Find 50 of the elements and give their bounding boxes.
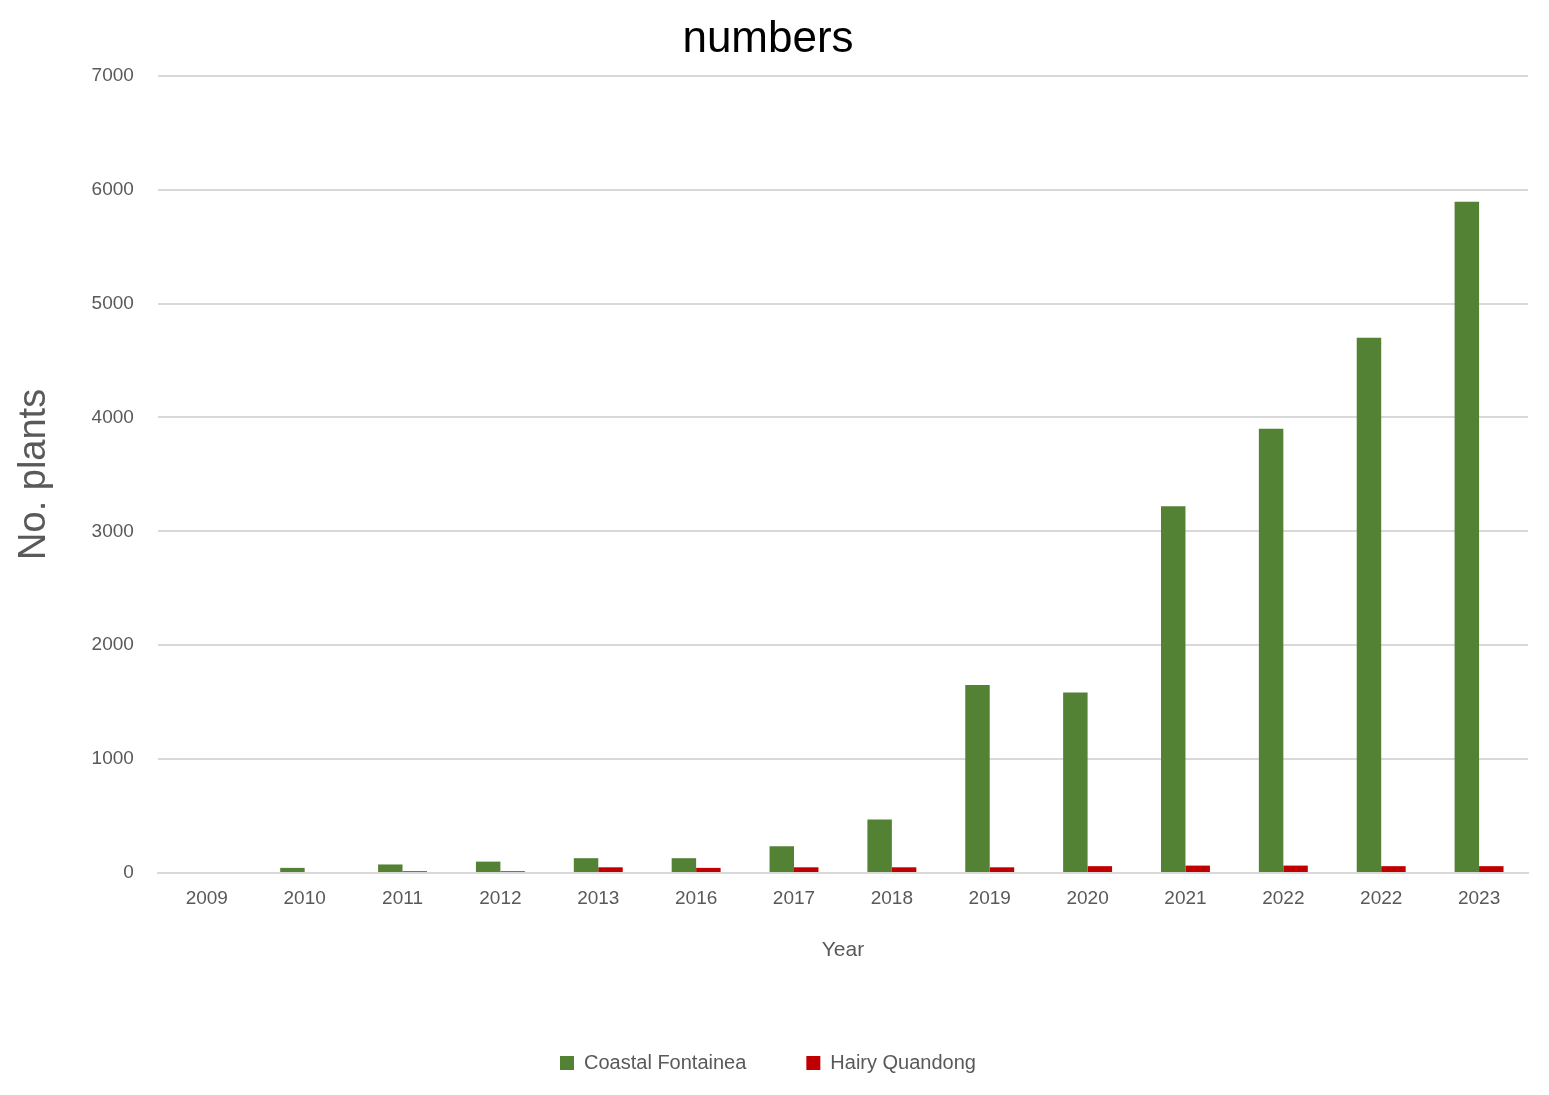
bar xyxy=(378,864,403,872)
x-axis-title: Year xyxy=(821,937,865,961)
bar xyxy=(1283,865,1308,872)
x-tick-label: 2016 xyxy=(674,886,718,908)
bar xyxy=(1161,506,1186,872)
y-tick-label: 6000 xyxy=(91,177,134,199)
x-tick-label: 2010 xyxy=(283,886,326,908)
bar xyxy=(1063,692,1088,872)
bar xyxy=(769,846,794,872)
bar xyxy=(965,685,990,872)
y-tick-label: 7000 xyxy=(91,64,134,86)
x-tick-label: 2021 xyxy=(1164,886,1207,908)
x-tick-label: 2009 xyxy=(185,886,228,908)
y-tick-label: 0 xyxy=(123,861,134,883)
bar xyxy=(475,861,501,872)
x-tick-label: 2023 xyxy=(1457,886,1501,908)
x-tick-label: 2011 xyxy=(382,886,423,908)
y-tick-label: 2000 xyxy=(91,633,134,655)
x-tick-label: 2013 xyxy=(577,886,620,908)
y-tick-label: 4000 xyxy=(91,405,134,427)
bar xyxy=(1087,866,1113,872)
legend-label: Coastal Fontainea xyxy=(584,1050,748,1073)
x-tick-label: 2020 xyxy=(1066,886,1109,908)
legend-label: Hairy Quandong xyxy=(830,1050,976,1073)
bar xyxy=(696,867,721,872)
x-tick-label: 2022 xyxy=(1262,886,1305,908)
bar xyxy=(891,867,917,872)
bar xyxy=(1479,866,1504,872)
bar xyxy=(1356,337,1382,872)
x-tick-label: 2019 xyxy=(968,886,1011,908)
bar xyxy=(598,867,623,872)
bar xyxy=(1185,865,1210,872)
y-axis-title: No. plants xyxy=(11,388,54,560)
bar xyxy=(794,867,819,872)
y-tick-label: 3000 xyxy=(91,519,134,541)
x-tick-label: 2018 xyxy=(870,886,914,908)
x-tick-label: 2012 xyxy=(479,886,522,908)
bar xyxy=(573,858,599,872)
bar xyxy=(1454,201,1480,872)
chart-title: numbers xyxy=(682,11,854,61)
x-tick-label: 2017 xyxy=(772,886,816,908)
y-tick-label: 5000 xyxy=(91,291,134,313)
bar xyxy=(671,858,697,872)
bar xyxy=(1258,428,1284,872)
bar xyxy=(280,867,305,872)
bar xyxy=(989,867,1015,872)
bar xyxy=(867,819,892,872)
y-tick-label: 1000 xyxy=(91,747,134,769)
x-tick-label: 2022 xyxy=(1360,886,1403,908)
bar xyxy=(1381,866,1406,872)
